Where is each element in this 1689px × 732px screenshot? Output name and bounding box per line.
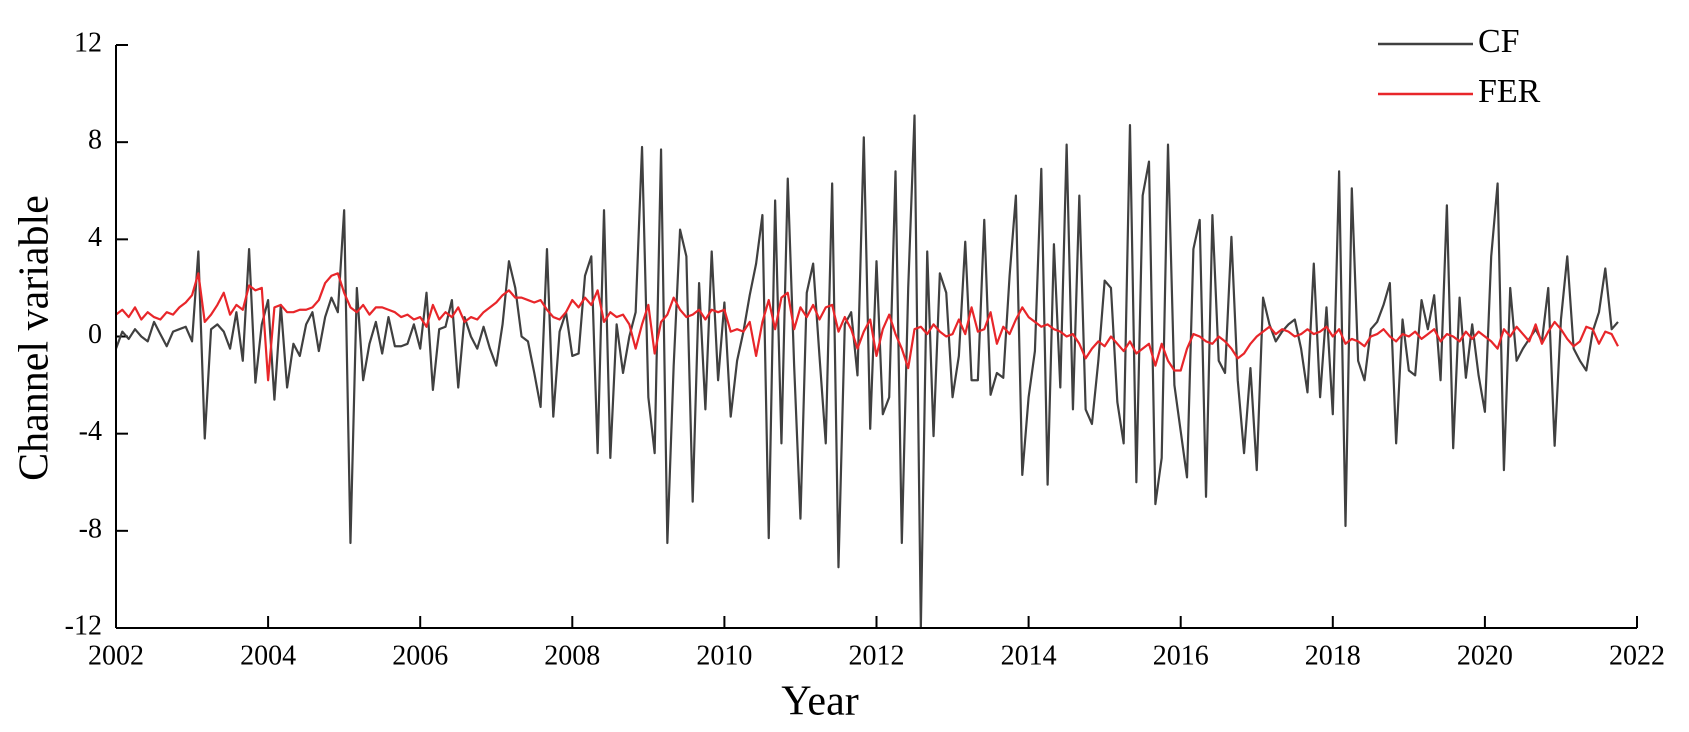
x-tick-label: 2004 xyxy=(240,640,296,671)
x-tick-label: 2022 xyxy=(1609,640,1665,671)
y-tick-label: 12 xyxy=(74,27,102,58)
x-tick-label: 2016 xyxy=(1153,640,1209,671)
x-tick-label: 2014 xyxy=(1001,640,1057,671)
y-tick-label: -8 xyxy=(79,513,102,544)
legend-label: FER xyxy=(1478,73,1541,110)
y-tick-label: 4 xyxy=(88,222,102,253)
x-axis-label: Year xyxy=(781,679,858,725)
legend-label: CF xyxy=(1478,23,1520,60)
series-line xyxy=(114,114,1619,630)
y-tick-label: 0 xyxy=(88,319,102,350)
y-tick-label: -12 xyxy=(65,610,102,641)
series-line xyxy=(115,272,1619,382)
y-tick-label: 8 xyxy=(88,125,102,156)
x-tick-label: 2018 xyxy=(1305,640,1361,671)
x-tick-label: 2020 xyxy=(1457,640,1513,671)
y-axis-label: Channel variable xyxy=(12,195,58,481)
x-tick-label: 2012 xyxy=(849,640,905,671)
x-tick-label: 2002 xyxy=(88,640,144,671)
x-tick-label: 2010 xyxy=(696,640,752,671)
x-tick-label: 2006 xyxy=(392,640,448,671)
x-tick-label: 2008 xyxy=(544,640,600,671)
y-tick-label: -4 xyxy=(79,416,102,447)
